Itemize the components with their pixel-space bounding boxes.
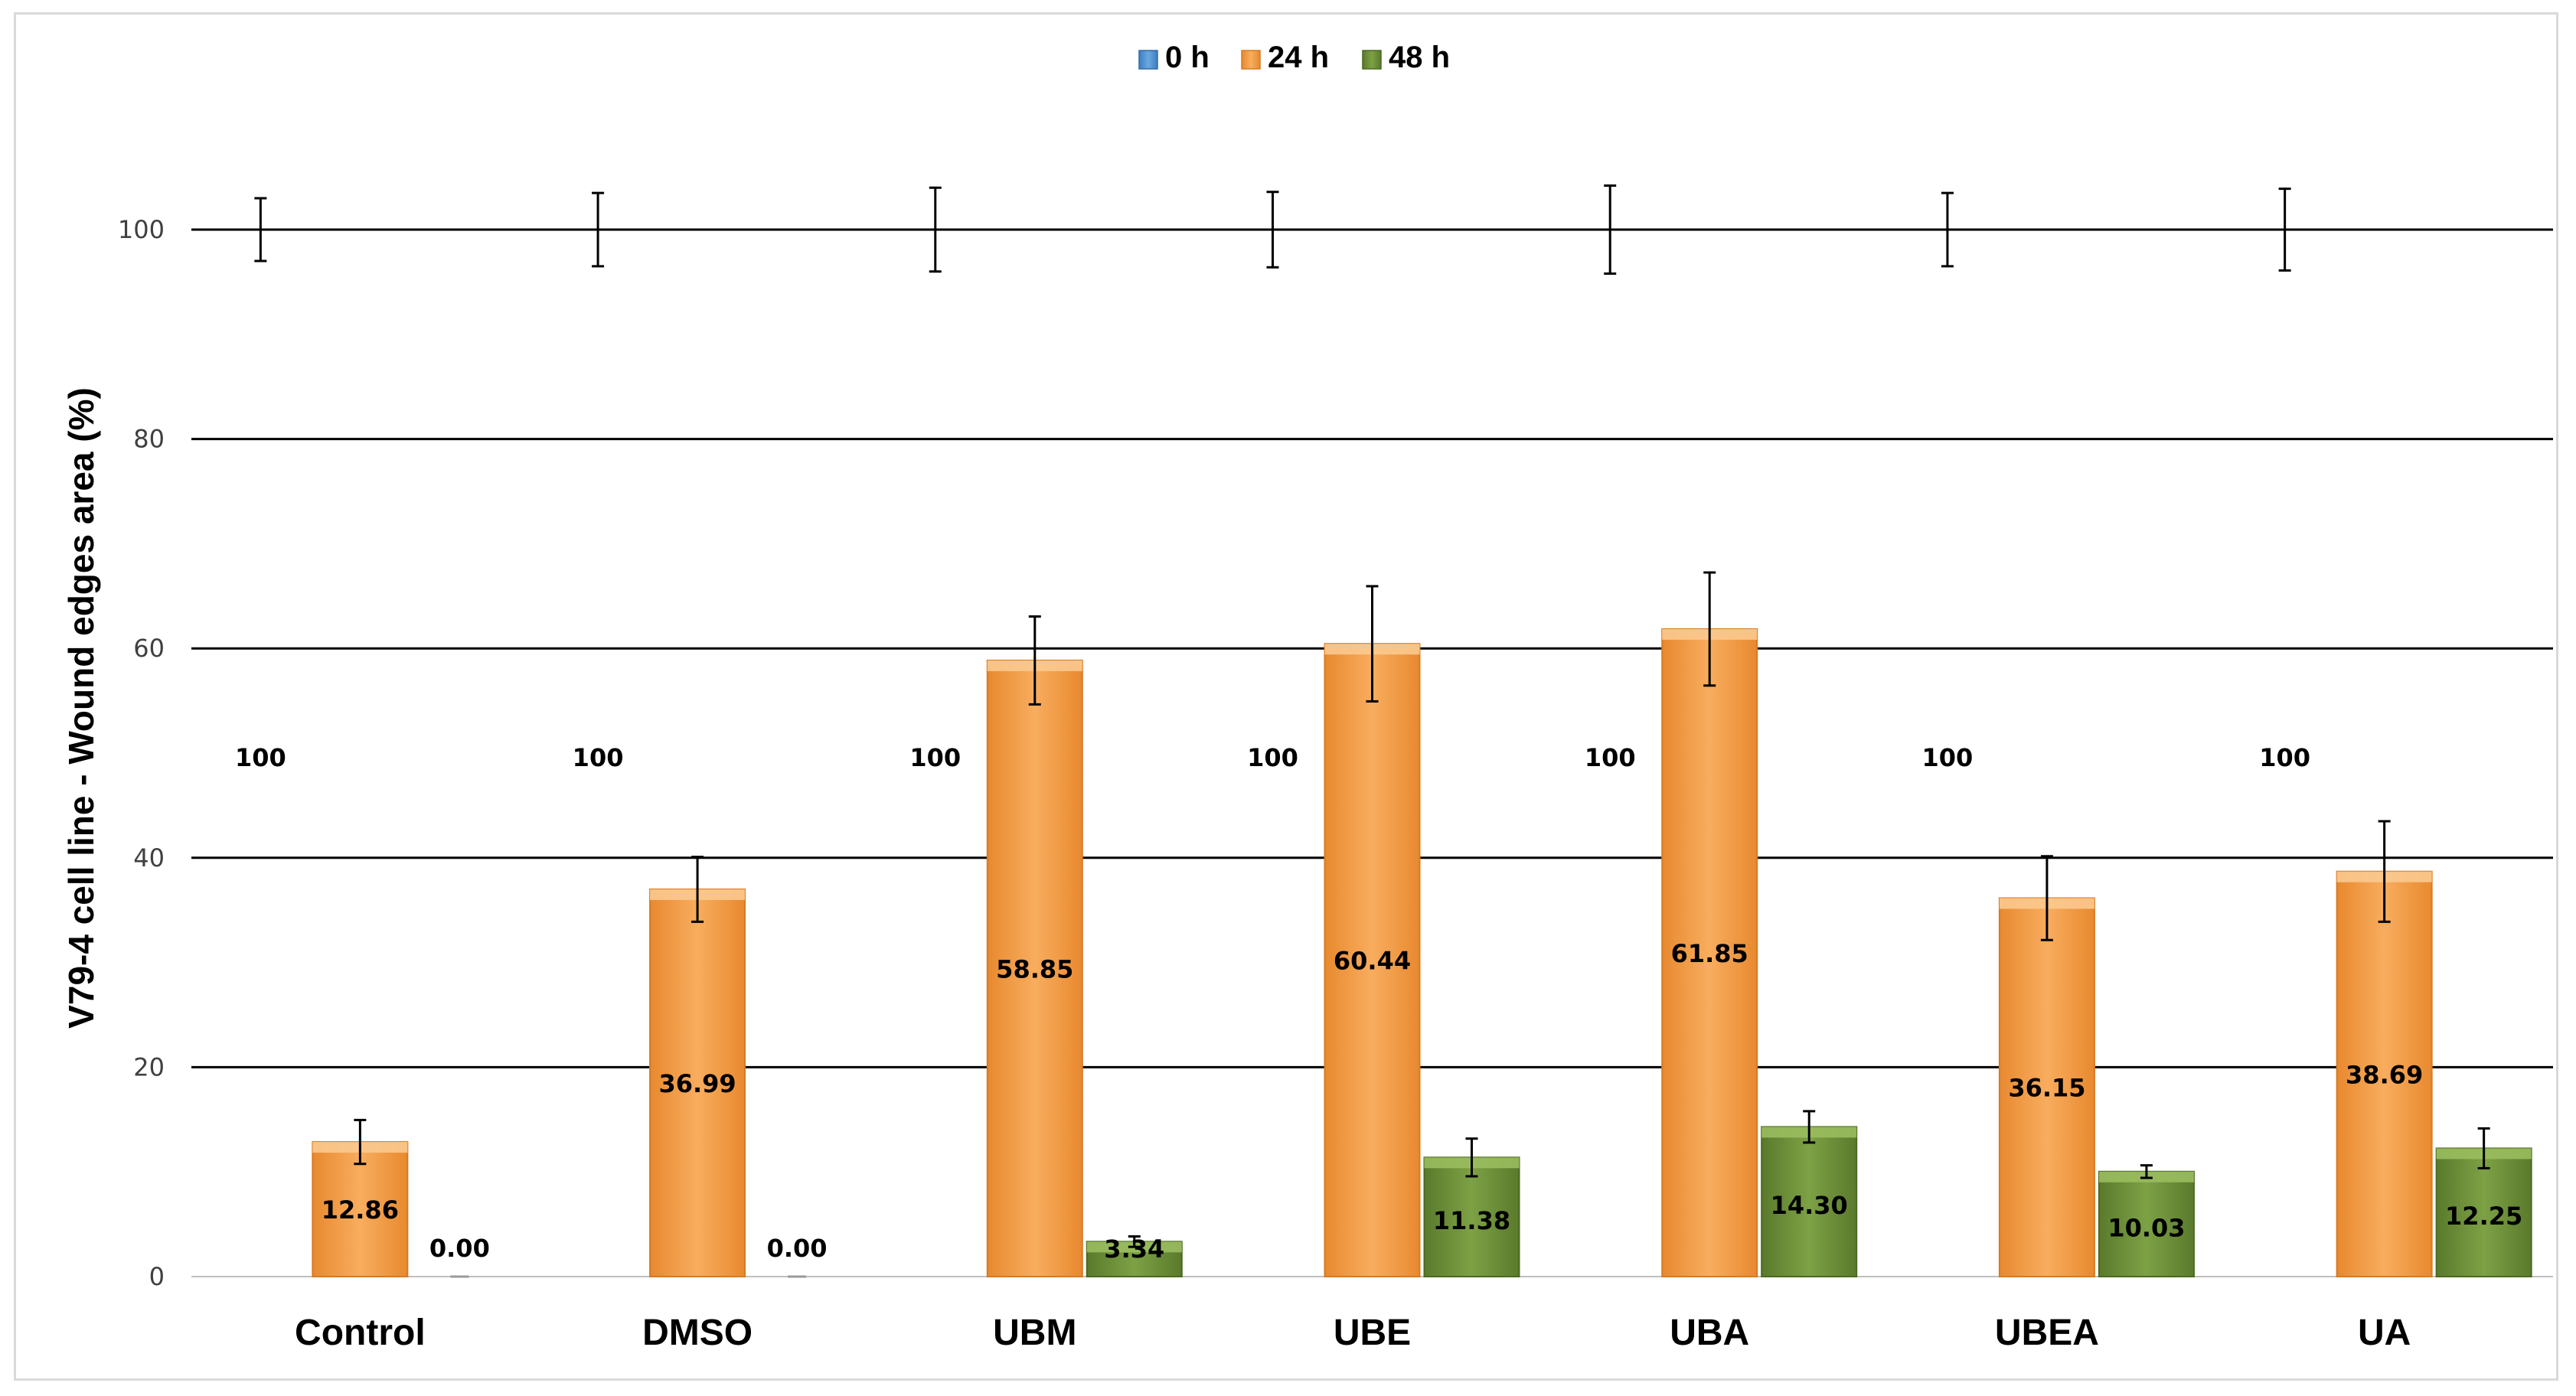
data-labels-layer: 100 12.86 0.00 100 36.99 0.00 100 58.85 3.34 100 6… bbox=[235, 743, 2522, 1264]
data-label: 10.03 bbox=[2107, 1213, 2185, 1242]
y-tick-label: 100 bbox=[118, 215, 165, 244]
y-axis-label: V79-4 cell line - Wound edges area (%) bbox=[61, 387, 101, 1029]
data-label: 3.34 bbox=[1104, 1235, 1164, 1264]
data-label: 38.69 bbox=[2346, 1060, 2423, 1089]
category-label: UBEA bbox=[1995, 1313, 2099, 1353]
bars-layer bbox=[312, 628, 2532, 1278]
data-label: 12.86 bbox=[322, 1195, 399, 1225]
legend-label: 48 h bbox=[1389, 41, 1450, 74]
data-label: 100 bbox=[573, 743, 624, 772]
data-label: 14.30 bbox=[1771, 1191, 1848, 1220]
y-axis-ticks: 0 20 40 60 80 100 bbox=[118, 215, 165, 1291]
category-labels-layer: Control DMSO UBM UBE UBA UBEA UA bbox=[295, 1313, 2411, 1353]
data-label: 0.00 bbox=[429, 1234, 490, 1263]
data-label: 60.44 bbox=[1334, 947, 1411, 976]
data-label: 58.85 bbox=[996, 954, 1073, 983]
bar-48h-UBA bbox=[1761, 1126, 1858, 1277]
data-label: 100 bbox=[2259, 743, 2310, 772]
data-label: 100 bbox=[909, 743, 961, 772]
bar-24h-UA bbox=[2336, 870, 2433, 1277]
y-tick-label: 60 bbox=[133, 634, 165, 663]
data-label: 61.85 bbox=[1671, 939, 1748, 968]
chart-frame bbox=[14, 12, 2558, 1381]
data-label: 36.99 bbox=[658, 1069, 736, 1098]
legend: 0 h 24 h 48 h bbox=[1138, 41, 1450, 74]
category-label: DMSO bbox=[642, 1313, 753, 1353]
bar-24h-DMSO bbox=[649, 888, 746, 1277]
category-label: Control bbox=[295, 1313, 426, 1353]
y-tick-label: 20 bbox=[133, 1052, 165, 1081]
bar-24h-UBE bbox=[1324, 643, 1421, 1277]
y-tick-label: 80 bbox=[133, 425, 165, 454]
category-label: UA bbox=[2358, 1313, 2411, 1353]
y-tick-label: 40 bbox=[133, 843, 165, 872]
bar-24h-UBA bbox=[1661, 628, 1758, 1277]
bar-24h-UBM bbox=[986, 659, 1083, 1277]
bar-24h-UBEA bbox=[1998, 897, 2095, 1278]
legend-label: 0 h bbox=[1165, 41, 1210, 74]
legend-swatch-48h bbox=[1362, 50, 1382, 70]
data-label: 100 bbox=[1585, 743, 1636, 772]
data-label: 11.38 bbox=[1433, 1206, 1510, 1235]
legend-swatch-0h bbox=[1138, 50, 1158, 70]
data-label: 0.00 bbox=[767, 1234, 828, 1263]
data-label: 100 bbox=[1922, 743, 1974, 772]
data-label: 36.15 bbox=[2008, 1074, 2085, 1103]
category-label: UBA bbox=[1670, 1313, 1749, 1353]
bar-48h-UBEA bbox=[2098, 1170, 2195, 1277]
bar-48h-UA bbox=[2435, 1147, 2532, 1278]
legend-label: 24 h bbox=[1268, 41, 1329, 74]
error-bars-layer bbox=[254, 184, 2490, 1248]
legend-swatch-24h bbox=[1241, 50, 1261, 70]
category-label: UBE bbox=[1334, 1313, 1411, 1353]
y-tick-label: 0 bbox=[149, 1262, 165, 1291]
data-label: 12.25 bbox=[2445, 1202, 2522, 1231]
data-label: 100 bbox=[235, 743, 286, 772]
data-label: 100 bbox=[1247, 743, 1298, 772]
category-label: UBM bbox=[993, 1313, 1076, 1353]
